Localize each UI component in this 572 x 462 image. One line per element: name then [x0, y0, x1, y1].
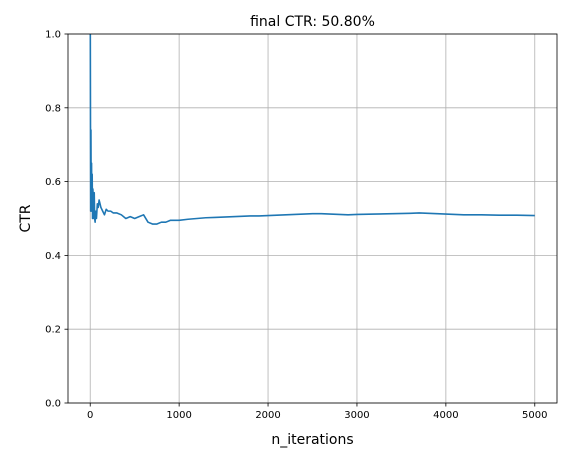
- chart-title: final CTR: 50.80%: [250, 14, 375, 30]
- y-tick-label: 0.8: [45, 103, 61, 114]
- y-tick-label: 0.6: [45, 177, 61, 188]
- x-tick-label: 5000: [522, 410, 547, 421]
- y-tick-label: 0.4: [45, 251, 61, 262]
- x-tick-label: 1000: [166, 410, 191, 421]
- y-axis-title: CTR: [18, 204, 34, 232]
- y-tick-label: 0.2: [45, 325, 61, 336]
- x-tick-label: 4000: [433, 410, 458, 421]
- x-tick-label: 3000: [344, 410, 369, 421]
- x-axis-title: n_iterations: [271, 432, 353, 448]
- plot-frame: [67, 33, 558, 404]
- y-tick-label: 0.0: [45, 399, 61, 410]
- series-layer: [89, 34, 535, 225]
- y-tick-label: 1.0: [45, 30, 61, 41]
- x-tick-label: 0: [87, 410, 93, 421]
- series-line: [89, 34, 535, 225]
- x-tick-label: 2000: [255, 410, 280, 421]
- ticks: 0 1000 2000 3000 4000 5000 0.0 0.2 0.4 0.6 0.8 1.0: [45, 30, 547, 422]
